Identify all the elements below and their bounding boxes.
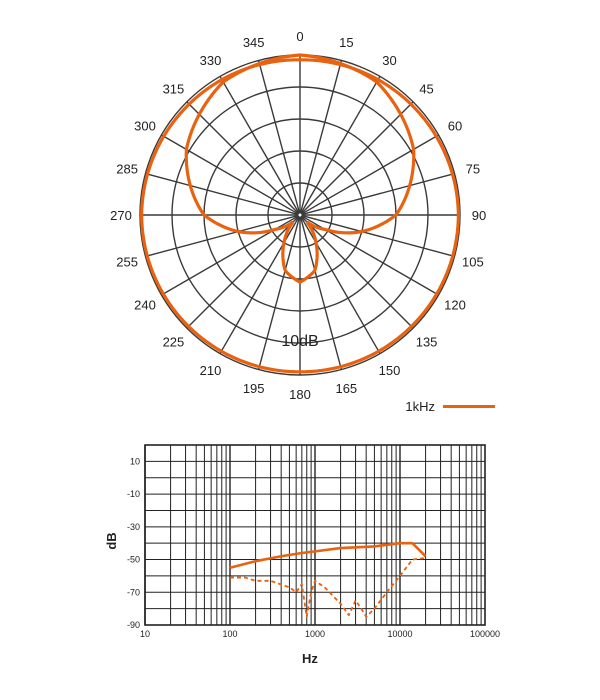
y-tick-label: -50	[127, 555, 140, 565]
frequency-tick-labels: 10 100 1000 10000 100000 10 -10 -30 -50 -70 -90	[127, 456, 500, 639]
ring-scale-label: 10dB	[281, 333, 318, 350]
polar-angle-tick: 225	[163, 335, 185, 350]
polar-spoke	[301, 214, 455, 258]
polar-angle-tick: 75	[466, 162, 480, 177]
polar-angle-labels: 0 15 30 45 60 75 90 105 120 135 150 165 180 195 210 225…	[110, 29, 486, 402]
polar-angle-tick: 150	[379, 363, 401, 378]
polar-spoke	[300, 215, 414, 329]
y-tick-label: 10	[130, 456, 140, 466]
y-tick-label: -70	[127, 587, 140, 597]
polar-angle-tick: 270	[110, 208, 132, 223]
response-curve-dashed	[230, 557, 426, 618]
polar-angle-tick: 45	[419, 81, 433, 96]
polar-spoke	[299, 216, 343, 370]
y-tick-label: -30	[127, 522, 140, 532]
x-tick-label: 100	[222, 629, 237, 639]
polar-angle-tick: 165	[335, 381, 357, 396]
polar-angle-tick: 120	[444, 298, 466, 313]
polar-angle-tick: 180	[289, 387, 311, 402]
frequency-response-chart: 10 100 1000 10000 100000 10 -10 -30 -50 -70 -90 Hz…	[104, 444, 500, 666]
x-tick-label: 10	[140, 629, 150, 639]
polar-angle-tick: 255	[116, 254, 138, 269]
y-axis-title: dB	[104, 532, 119, 549]
polar-spoke	[299, 60, 343, 214]
polar-angle-tick: 0	[296, 29, 303, 44]
frequency-grid	[144, 444, 486, 626]
polar-spoke	[186, 101, 300, 215]
polar-spoke	[219, 76, 300, 214]
polar-angle-tick: 315	[163, 81, 185, 96]
polar-spoke	[300, 76, 381, 214]
polar-spoke	[186, 215, 300, 329]
x-tick-label: 10000	[387, 629, 412, 639]
polar-curves	[140, 53, 460, 374]
polar-spoke	[145, 172, 299, 216]
polar-angle-tick: 240	[134, 298, 156, 313]
polar-angle-tick: 300	[134, 119, 156, 134]
polar-curve-omni	[140, 58, 460, 374]
polar-spoke	[145, 214, 299, 258]
polar-spoke	[257, 216, 301, 370]
y-tick-label: -90	[127, 620, 140, 630]
frequency-curves	[229, 541, 427, 618]
x-tick-label: 1000	[305, 629, 325, 639]
polar-spoke	[300, 101, 414, 215]
polar-pattern-chart: 0 15 30 45 60 75 90 105 120 135 150 165 180 195 210 225…	[110, 29, 495, 414]
polar-angle-tick: 15	[339, 35, 353, 50]
polar-angle-tick: 30	[382, 53, 396, 68]
response-curve-solid	[229, 541, 427, 569]
polar-spoke	[161, 134, 299, 215]
polar-spoke	[301, 134, 439, 215]
y-tick-label: -10	[127, 489, 140, 499]
polar-angle-tick: 345	[243, 35, 265, 50]
polar-angle-tick: 210	[200, 363, 222, 378]
x-axis-title: Hz	[302, 651, 318, 666]
polar-angle-tick: 285	[116, 162, 138, 177]
x-tick-label: 100000	[470, 629, 500, 639]
polar-angle-tick: 195	[243, 381, 265, 396]
legend-label: 1kHz	[405, 399, 435, 414]
polar-angle-tick: 90	[472, 208, 486, 223]
polar-angle-tick: 330	[200, 53, 222, 68]
polar-spoke	[301, 172, 455, 216]
legend: 1kHz	[405, 399, 495, 414]
polar-angle-tick: 105	[462, 254, 484, 269]
polar-angle-tick: 60	[448, 119, 462, 134]
polar-spoke	[257, 60, 301, 214]
polar-angle-tick: 135	[416, 335, 438, 350]
polar-curve-1khz	[184, 53, 416, 284]
